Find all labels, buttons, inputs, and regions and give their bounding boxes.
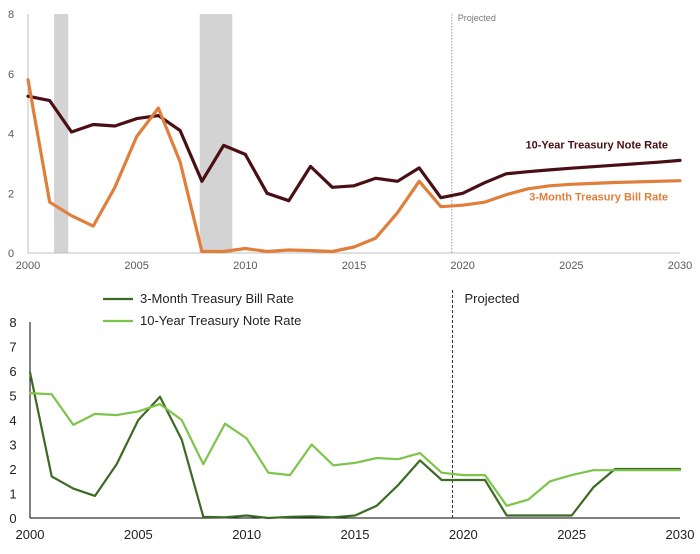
legend-label-1: 10-Year Treasury Note Rate xyxy=(140,313,301,328)
bottom-x-tick-2015: 2015 xyxy=(341,527,370,542)
top-y-tick-2: 2 xyxy=(8,188,14,200)
top-series-line-0 xyxy=(26,94,682,203)
legend-label-0: 3-Month Treasury Bill Rate xyxy=(140,291,294,306)
top-x-tick-2015: 2015 xyxy=(342,260,366,272)
bottom-y-tick-6: 6 xyxy=(9,364,16,379)
bottom-chart: Projected 0 1 2 3 4 5 6 7 8 2000 2005 2010 2015 2020 20… xyxy=(9,290,694,542)
top-y-tick-6: 6 xyxy=(8,69,14,81)
recession-band-0 xyxy=(54,14,69,253)
bottom-series-line-1 xyxy=(28,392,682,507)
bottom-y-tick-4: 4 xyxy=(9,413,16,428)
top-chart: Projected 0 2 4 6 8 2000 2005 2010 2015 2020 2025 20… xyxy=(8,9,692,272)
top-x-tick-2030: 2030 xyxy=(668,260,692,272)
top-series-label-10yr: 10-Year Treasury Note Rate xyxy=(526,139,668,151)
bottom-y-tick-1: 1 xyxy=(9,487,16,502)
bottom-y-tick-0: 0 xyxy=(9,511,16,526)
top-x-tick-2000: 2000 xyxy=(16,260,40,272)
top-y-tick-0: 0 xyxy=(8,248,14,260)
top-y-tick-8: 8 xyxy=(8,9,14,21)
top-y-tick-4: 4 xyxy=(8,129,14,141)
bottom-x-tick-2025: 2025 xyxy=(557,527,586,542)
bottom-x-tick-2000: 2000 xyxy=(16,527,45,542)
top-series-line-1 xyxy=(26,78,682,254)
top-x-tick-2005: 2005 xyxy=(124,260,148,272)
bottom-x-tick-2010: 2010 xyxy=(232,527,261,542)
top-series-label-3mo: 3-Month Treasury Bill Rate xyxy=(529,192,668,204)
bottom-y-tick-8: 8 xyxy=(9,315,16,330)
top-x-tick-2010: 2010 xyxy=(233,260,257,272)
bottom-x-tick-2005: 2005 xyxy=(124,527,153,542)
bottom-y-tick-7: 7 xyxy=(9,340,16,355)
bottom-projected-label: Projected xyxy=(465,291,520,306)
bottom-y-tick-2: 2 xyxy=(9,462,16,477)
top-projected-label: Projected xyxy=(458,13,496,23)
bottom-y-tick-5: 5 xyxy=(9,389,16,404)
bottom-y-tick-3: 3 xyxy=(9,438,16,453)
bottom-x-tick-2030: 2030 xyxy=(666,527,695,542)
top-x-tick-2025: 2025 xyxy=(559,260,583,272)
recession-band-1 xyxy=(199,14,233,253)
top-x-tick-2020: 2020 xyxy=(450,260,474,272)
bottom-x-tick-2020: 2020 xyxy=(449,527,478,542)
bottom-series-line-0 xyxy=(28,371,682,520)
